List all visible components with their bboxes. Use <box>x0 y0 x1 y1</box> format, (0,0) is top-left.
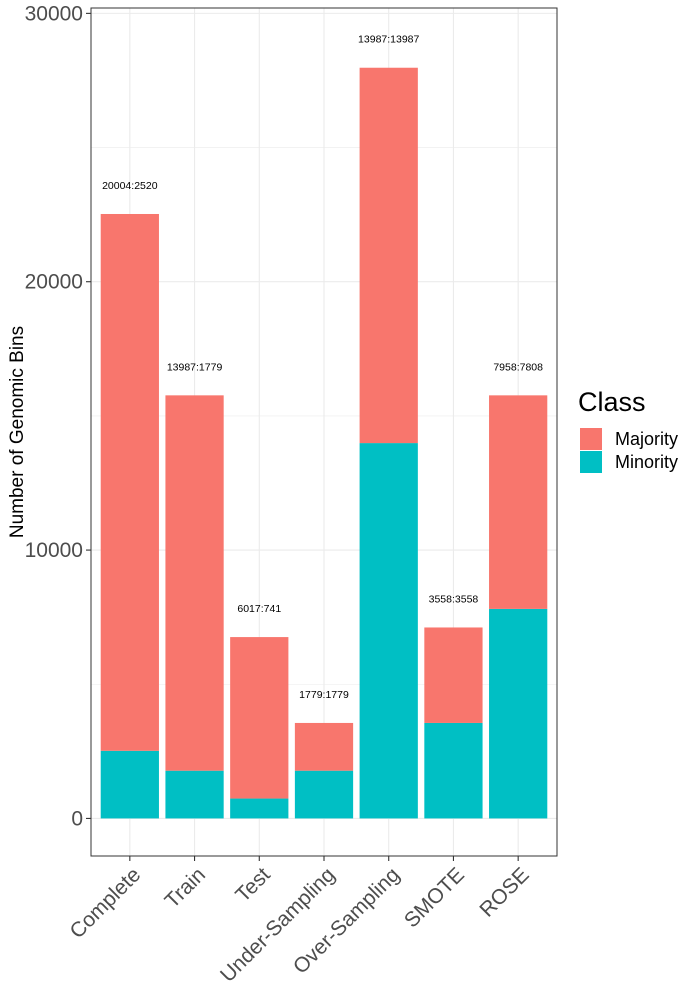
y-tick-label: 0 <box>71 807 83 830</box>
x-axis: Complete Train TestUnder-SamplingOver-Samp… <box>66 856 534 987</box>
bar-minority <box>100 750 159 819</box>
bar-majority <box>100 213 159 751</box>
y-axis-title: Number of Genomic Bins <box>7 326 28 538</box>
x-tick-label: Test <box>231 863 275 907</box>
legend-key-majority <box>580 428 602 450</box>
bar-value-label: 1779:1779 <box>299 689 349 701</box>
bar-majority <box>165 395 224 771</box>
x-tick-label: ROSE <box>475 863 533 921</box>
bar-value-label: 3558:3558 <box>429 593 479 605</box>
bar-labels: 20004:2520 13987:1779 6017:741 1779:1779 139… <box>102 34 543 701</box>
bar-majority <box>489 395 548 609</box>
y-tick-label: 30000 <box>25 2 83 25</box>
bar-value-label: 6017:741 <box>237 603 281 615</box>
bar-minority <box>230 798 289 819</box>
x-tick-label: Train <box>161 863 211 913</box>
bar-value-label: 13987:1779 <box>167 361 223 373</box>
y-axis: 0 10000 20000 30000 <box>25 2 91 830</box>
x-tick-label: Complete <box>66 863 146 943</box>
bar-majority <box>359 67 418 444</box>
bar-majority <box>424 627 483 723</box>
bar-minority <box>424 722 483 819</box>
legend-label: Minority <box>615 452 678 472</box>
legend-key-minority <box>580 451 602 473</box>
legend: Class Majority Minority <box>578 387 678 473</box>
y-tick-label: 20000 <box>25 271 83 294</box>
bar-majority <box>230 637 289 799</box>
legend-title: Class <box>578 387 646 417</box>
y-tick-label: 10000 <box>25 539 83 562</box>
legend-label: Majority <box>615 429 678 449</box>
bar-value-label: 13987:13987 <box>358 34 419 46</box>
bar-minority <box>165 770 224 819</box>
x-tick-label: SMOTE <box>400 863 469 932</box>
bar-minority <box>359 443 418 819</box>
bar-minority <box>489 608 548 819</box>
x-tick-label: Under-Sampling <box>216 863 340 987</box>
bars <box>100 67 548 819</box>
bar-value-label: 7958:7808 <box>493 361 543 373</box>
bar-majority <box>294 722 354 771</box>
bar-value-label: 20004:2520 <box>102 180 158 192</box>
bar-minority <box>294 770 354 819</box>
